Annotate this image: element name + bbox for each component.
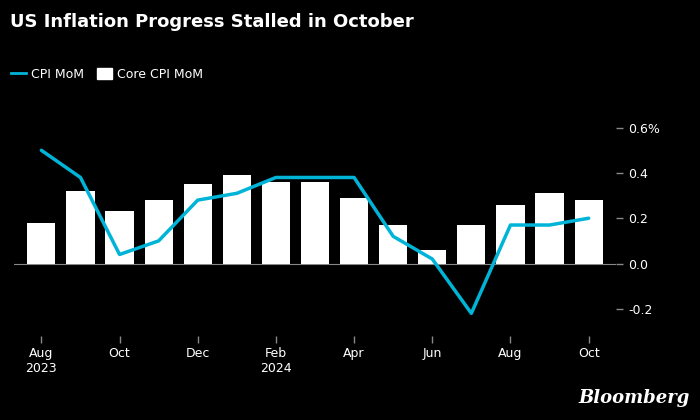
Bar (340, 198, 368, 263)
Bar (496, 205, 524, 263)
Bar (183, 184, 212, 263)
Legend: CPI MoM, Core CPI MoM: CPI MoM, Core CPI MoM (6, 63, 208, 86)
Bar (418, 250, 447, 263)
Bar (575, 200, 603, 263)
Bar (379, 225, 407, 263)
Bar (223, 175, 251, 263)
Bar (145, 200, 173, 263)
Bar (262, 182, 290, 263)
Bar (536, 193, 564, 263)
Text: Bloomberg: Bloomberg (578, 389, 690, 407)
Text: US Inflation Progress Stalled in October: US Inflation Progress Stalled in October (10, 13, 414, 31)
Bar (106, 211, 134, 263)
Bar (27, 223, 55, 263)
Bar (301, 182, 329, 263)
Bar (66, 191, 94, 263)
Bar (457, 225, 485, 263)
